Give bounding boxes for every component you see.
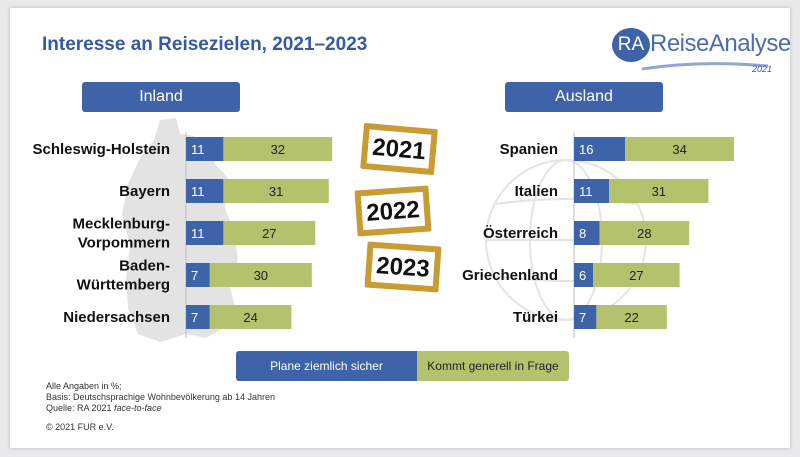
bar-segment-sure: [186, 221, 224, 245]
bar-segment-general: [209, 263, 312, 287]
bar-segment-general: [223, 221, 316, 245]
data-label-general: 34: [672, 142, 686, 157]
year-card-label: 2023: [370, 247, 436, 287]
category-label: Griechenland: [462, 267, 558, 284]
slide: Interesse an Reisezielen, 2021–2023 RA R…: [10, 8, 791, 448]
data-label-sure: 11: [191, 226, 205, 241]
bar-segment-sure: [574, 263, 594, 287]
page-title: Interesse an Reisezielen, 2021–2023: [42, 34, 368, 55]
bar-segment-general: [593, 263, 680, 287]
bar-segment-general: [209, 305, 292, 329]
year-card-2023: 2023: [364, 241, 442, 293]
data-label-general: 24: [243, 310, 257, 325]
bar-segment-general: [625, 137, 734, 161]
data-label-general: 31: [269, 184, 283, 199]
category-label: Bayern: [119, 183, 170, 200]
data-label-general: 28: [637, 226, 651, 241]
inland-header: Inland: [82, 82, 240, 112]
category-label: Italien: [515, 183, 558, 200]
legend-item-general: Kommt generell in Frage: [417, 351, 569, 381]
category-label: Türkei: [513, 309, 558, 326]
logo-swoosh-icon: [641, 62, 769, 71]
data-label-sure: 6: [579, 268, 586, 283]
bar-segment-sure: [186, 263, 210, 287]
bar-segment-general: [596, 305, 667, 329]
data-label-sure: 7: [191, 310, 198, 325]
data-label-general: 30: [254, 268, 268, 283]
category-label: Baden-: [119, 258, 170, 275]
copyright: © 2021 FUR e.V.: [46, 422, 114, 432]
year-card-2021: 2021: [360, 122, 438, 176]
category-label: Österreich: [483, 225, 558, 242]
bar-segment-general: [609, 179, 709, 203]
year-card-2022: 2022: [354, 185, 432, 237]
reiseanalyse-logo: RA ReiseAnalyse 2021: [610, 26, 791, 78]
bar-segment-general: [599, 221, 690, 245]
logo-ra-badge: RA: [612, 28, 650, 62]
bar-segment-general: [223, 137, 333, 161]
footnote-source-prefix: Quelle: RA 2021: [46, 403, 115, 413]
data-label-sure: 11: [191, 142, 205, 157]
bar-segment-sure: [574, 305, 597, 329]
footnote-source-method: face-to-face: [114, 403, 162, 413]
bar-segment-sure: [186, 305, 210, 329]
bar-segment-sure: [574, 179, 610, 203]
footnote-units: Alle Angaben in %;: [46, 381, 122, 391]
logo-name: ReiseAnalyse: [650, 30, 791, 57]
data-label-general: 22: [624, 310, 638, 325]
category-label: Vorpommern: [78, 235, 170, 252]
bar-segment-sure: [186, 179, 224, 203]
data-label-sure: 11: [191, 184, 205, 199]
bar-segment-sure: [574, 137, 626, 161]
data-label-general: 27: [629, 268, 643, 283]
bar-segment-general: [223, 179, 329, 203]
data-label-sure: 8: [579, 226, 586, 241]
footnote-source: Quelle: RA 2021 face-to-face: [46, 403, 162, 413]
data-label-general: 31: [652, 184, 666, 199]
data-label-general: 32: [271, 142, 285, 157]
category-label: Niedersachsen: [63, 309, 170, 326]
data-label-sure: 7: [579, 310, 586, 325]
data-label-sure: 11: [579, 184, 593, 199]
year-card-label: 2021: [366, 129, 432, 169]
category-label: Württemberg: [77, 277, 170, 294]
chart-area: 11 32 Schleswig-Holstein 11 31 Bayern 11 27 Meck…: [32, 118, 734, 342]
category-label: Schleswig-Holstein: [32, 141, 170, 158]
ausland-header: Ausland: [505, 82, 663, 112]
category-label: Mecklenburg-: [72, 216, 170, 233]
data-label-sure: 7: [191, 268, 198, 283]
logo-year: 2021: [751, 64, 772, 74]
chart-legend: Plane ziemlich sicher Kommt generell in …: [236, 351, 569, 381]
bar-segment-sure: [186, 137, 224, 161]
data-label-sure: 16: [579, 142, 593, 157]
footnote-basis: Basis: Deutschsprachige Wohnbevölkerung …: [46, 392, 275, 402]
bar-segment-sure: [574, 221, 600, 245]
category-label: Spanien: [500, 141, 558, 158]
year-card-label: 2022: [360, 191, 426, 231]
legend-item-sure: Plane ziemlich sicher: [236, 351, 417, 381]
data-label-general: 27: [262, 226, 276, 241]
